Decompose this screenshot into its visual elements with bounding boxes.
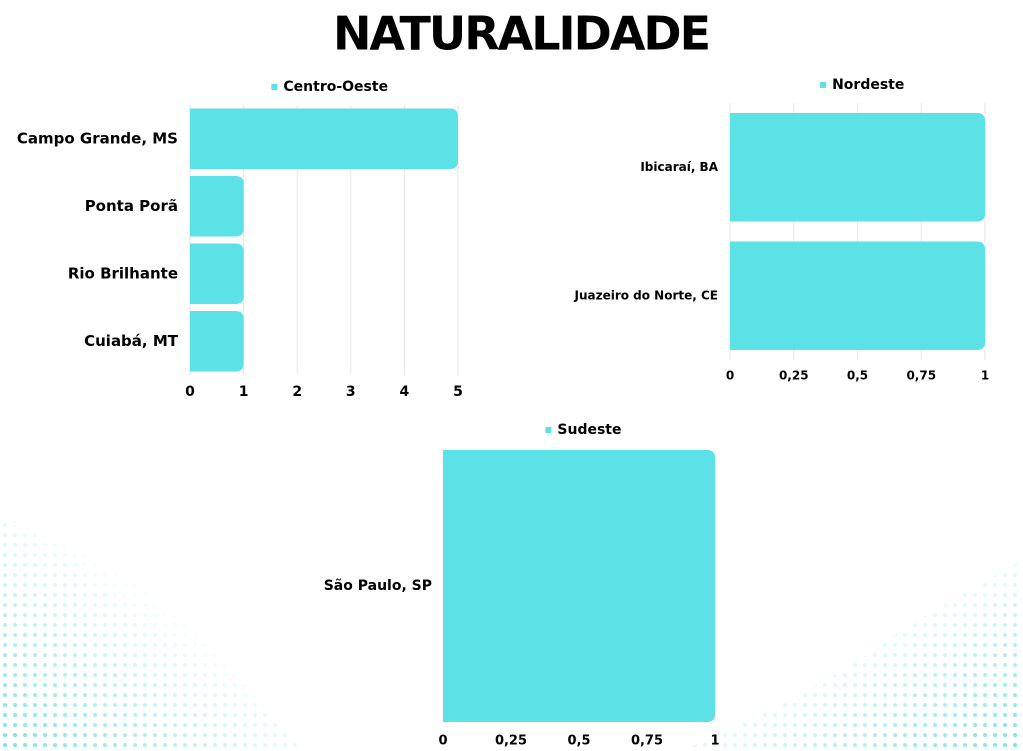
x-tick-label: 1 (239, 384, 249, 400)
bar (730, 241, 985, 350)
bar (443, 450, 715, 722)
x-tick-label: 0 (726, 369, 734, 383)
legend-marker (545, 427, 552, 433)
x-tick-label: 0,25 (495, 734, 527, 748)
x-tick-label: 0 (185, 384, 195, 400)
x-tick-label: 0,5 (847, 369, 868, 383)
legend-label: Sudeste (557, 422, 621, 438)
bar (190, 176, 244, 237)
legend-marker (271, 84, 278, 90)
x-tick-label: 0,5 (567, 734, 590, 748)
x-tick-label: 0,75 (631, 734, 663, 748)
bar (190, 243, 244, 304)
y-tick-label: Juazeiro do Norte, CE (573, 288, 718, 302)
y-tick-label: Ponta Porã (85, 197, 178, 215)
bar (190, 311, 244, 372)
y-tick-label: Ibicaraí, BA (640, 160, 718, 174)
x-tick-label: 0,75 (906, 369, 936, 383)
x-tick-label: 1 (710, 734, 719, 748)
y-tick-label: Campo Grande, MS (17, 129, 178, 147)
legend-marker (820, 82, 827, 88)
x-tick-label: 1 (981, 369, 989, 383)
x-tick-label: 3 (346, 384, 356, 400)
decoration (0, 520, 1023, 747)
x-tick-label: 4 (400, 384, 410, 400)
y-tick-label: Rio Brilhante (68, 264, 178, 282)
x-tick-label: 0 (438, 734, 447, 748)
page-title: NATURALIDADE (333, 7, 709, 61)
legend-label: Centro-Oeste (283, 79, 388, 95)
x-tick-label: 2 (292, 384, 302, 400)
bar (190, 108, 458, 169)
y-tick-label: Cuiabá, MT (84, 332, 179, 350)
bar (730, 113, 985, 222)
x-tick-label: 0,25 (779, 369, 809, 383)
y-tick-label: São Paulo, SP (324, 578, 432, 594)
legend-label: Nordeste (832, 77, 904, 93)
x-tick-label: 5 (453, 384, 463, 400)
